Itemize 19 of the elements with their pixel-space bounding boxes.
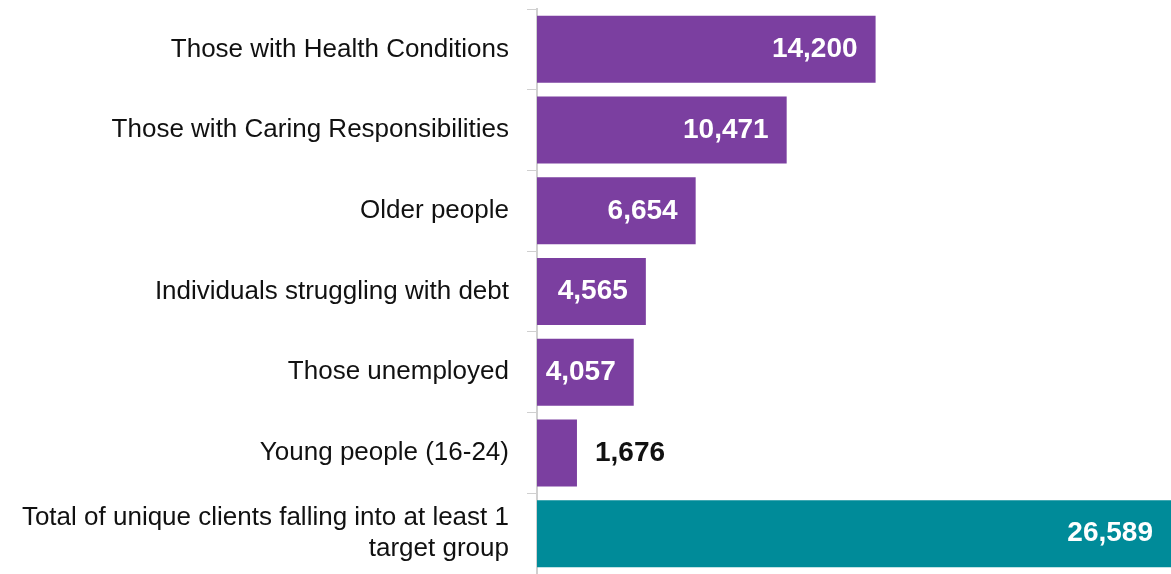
bar	[537, 500, 1171, 568]
data-label: 4,565	[557, 274, 628, 306]
data-label: 6,654	[607, 193, 679, 225]
data-label: 1,676	[594, 435, 666, 467]
data-label: 26,589	[1067, 516, 1153, 548]
bar	[537, 419, 577, 487]
y-tick-label: Individuals struggling with debt	[154, 274, 510, 305]
y-tick-label: Those with Health Conditions	[170, 32, 509, 63]
y-tick-label: Total of unique clients falling into at least 1 target group	[21, 501, 509, 563]
data-label: 4,057	[545, 354, 616, 386]
data-label: 10,471	[683, 112, 769, 144]
y-tick-label: Those with Caring Responsibilities	[111, 113, 509, 144]
bar	[537, 96, 787, 164]
y-tick-label: Those unemployed	[287, 355, 509, 386]
y-tick-label: Older people	[360, 193, 509, 224]
bar	[537, 177, 696, 245]
data-label: 14,200	[771, 32, 858, 64]
y-tick-label: Young people (16-24)	[259, 436, 509, 467]
bar	[537, 15, 876, 83]
